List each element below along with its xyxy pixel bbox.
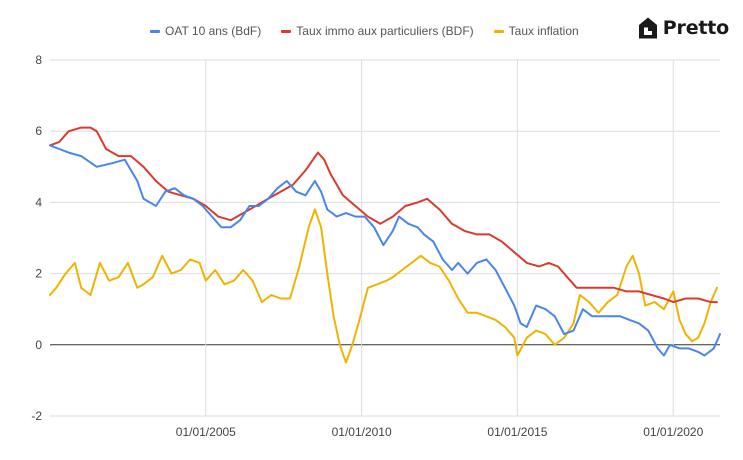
brand-logo: Pretto [638,16,729,40]
house-icon [638,17,657,39]
y-tick-label: 0 [35,338,42,352]
y-tick-label: 6 [35,124,42,138]
legend-swatch [281,29,292,33]
legend-label: OAT 10 ans (BdF) [165,24,262,38]
x-tick-label: 01/01/2005 [176,425,236,439]
series-lines [49,126,721,364]
legend-label: Taux immo aux particuliers (BDF) [296,24,474,38]
legend-swatch [150,29,160,33]
legend-label: Taux inflation [508,24,579,38]
legend: OAT 10 ans (BdF) Taux immo aux particuli… [150,22,599,40]
series-line-1 [49,126,718,304]
legend-item-oat[interactable]: OAT 10 ans (BdF) [150,24,261,38]
y-tick-label: -2 [31,409,42,423]
y-tick-label: 4 [35,195,42,209]
grid [50,59,720,417]
legend-item-inflation[interactable]: Taux inflation [493,24,579,38]
legend-item-taux-immo[interactable]: Taux immo aux particuliers (BDF) [281,24,474,38]
axes: 8 6 4 2 0 -2 01/01/2005 01/01/2010 01/01/2015 01/… [31,53,703,439]
x-tick-label: 01/01/2020 [643,425,703,439]
legend-swatch [493,29,504,33]
brand-name: Pretto [662,17,729,39]
y-tick-label: 2 [35,267,42,281]
x-tick-label: 01/01/2015 [487,425,547,439]
y-tick-label: 8 [35,53,42,67]
series-line-0 [49,144,721,357]
x-tick-label: 01/01/2010 [332,425,392,439]
series-line-2 [49,208,718,364]
